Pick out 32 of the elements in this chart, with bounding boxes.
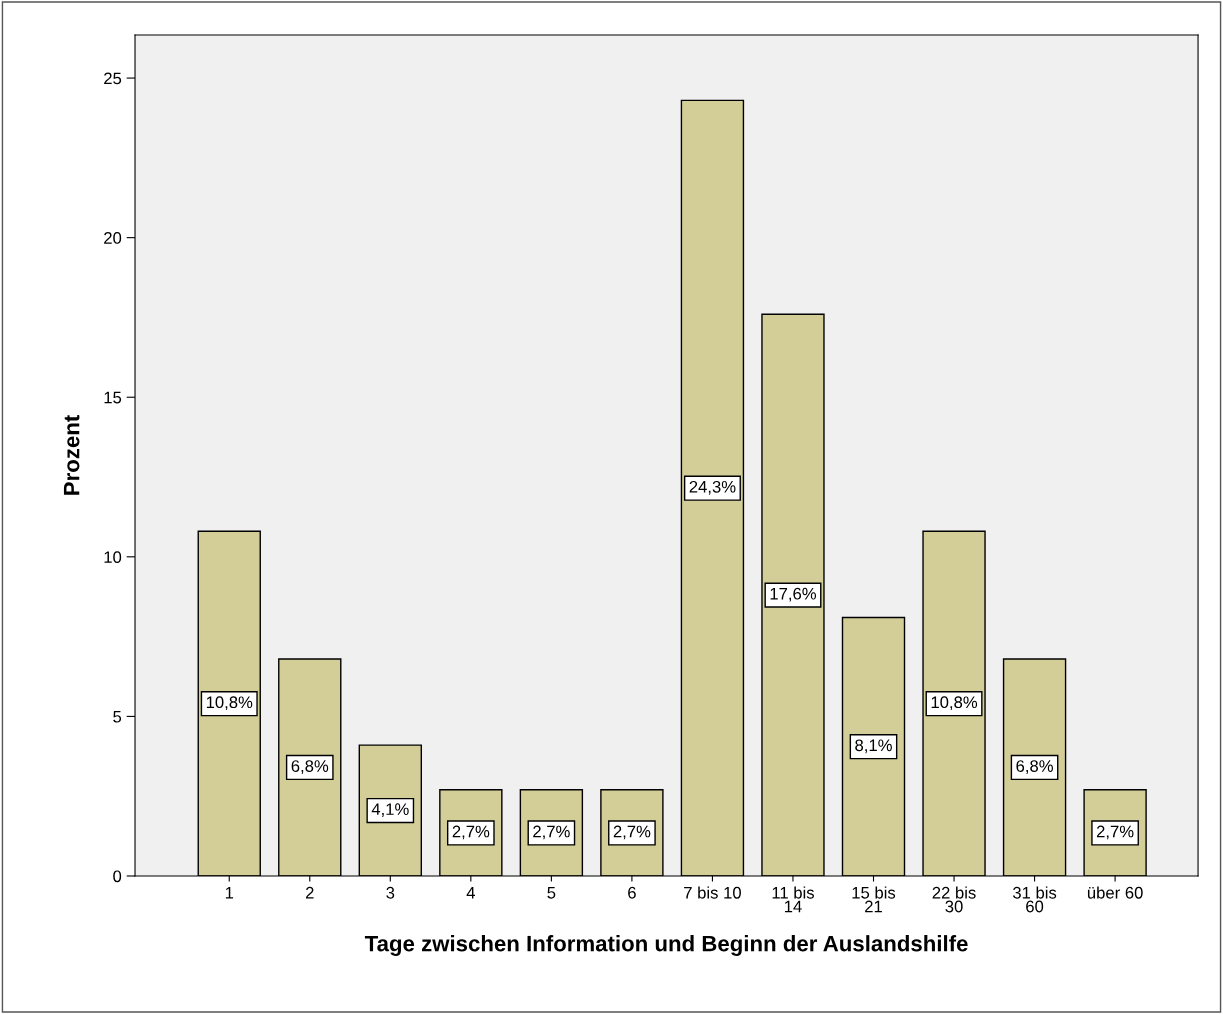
y-tick-label: 20 <box>104 232 122 244</box>
y-tick-label: 10 <box>104 551 122 564</box>
data-label: 2,7% <box>1096 825 1134 840</box>
data-label: 4,1% <box>371 803 409 818</box>
x-tick-label: 22 bis 30 <box>932 886 976 913</box>
data-label: 24,3% <box>689 480 736 495</box>
data-label: 10,8% <box>206 696 253 711</box>
x-tick-label: über 60 <box>1087 886 1143 899</box>
x-tick-label: 31 bis 60 <box>1012 886 1057 913</box>
data-label: 17,6% <box>770 587 817 602</box>
y-tick-label: 15 <box>104 391 122 404</box>
data-label: 8,1% <box>855 739 892 754</box>
data-label: 2,7% <box>533 825 570 840</box>
y-tick-label: 0 <box>113 870 122 883</box>
y-tick-label: 5 <box>113 710 122 723</box>
data-label: 6,8% <box>291 760 329 774</box>
x-tick-label: 7 bis 10 <box>684 886 741 899</box>
y-tick-label: 25 <box>104 72 122 85</box>
data-label: 2,7% <box>613 825 651 840</box>
x-tick-label: 15 bis 21 <box>852 886 896 913</box>
x-tick-label: 6 <box>628 886 636 899</box>
x-tick-label: 1 <box>225 887 234 899</box>
x-tick-label: 3 <box>386 886 395 899</box>
data-label: 10,8% <box>931 696 978 711</box>
data-label: 6,8% <box>1016 760 1053 774</box>
x-axis-title: Tage zwischen Information und Beginn der Auslandshilfe <box>364 935 968 956</box>
x-tick-label: 2 <box>305 886 314 899</box>
data-label: 2,7% <box>452 825 490 840</box>
x-tick-label: 4 <box>466 887 475 899</box>
y-axis-title: Prozent <box>63 415 80 495</box>
x-tick-label: 11 bis 14 <box>772 886 814 913</box>
x-tick-label: 5 <box>547 887 556 899</box>
